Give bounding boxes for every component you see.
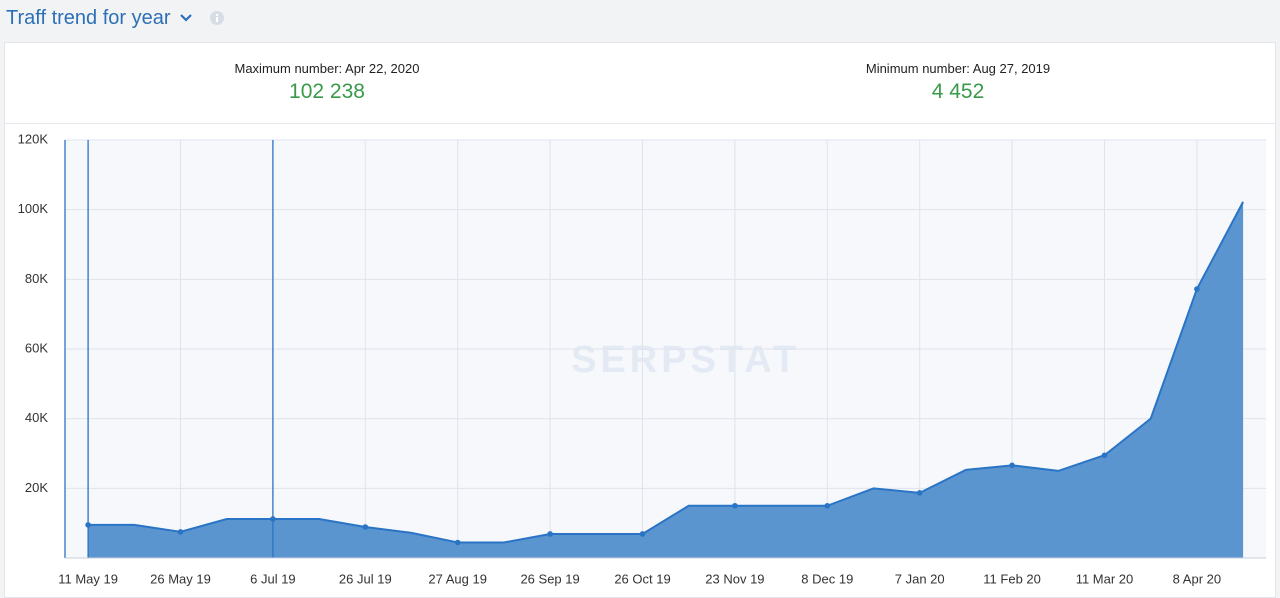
- x-tick-label: 6 Jul 19: [250, 571, 296, 586]
- x-tick-label: 11 Feb 20: [983, 571, 1041, 586]
- x-tick-label: 27 Aug 19: [428, 571, 487, 586]
- y-tick-label: 80K: [25, 271, 48, 286]
- point: [362, 524, 369, 530]
- y-tick-label: 120K: [18, 131, 49, 146]
- point: [547, 531, 553, 537]
- point: [916, 490, 923, 496]
- point: [177, 529, 184, 535]
- x-tick-label: 26 Sep 19: [520, 571, 579, 586]
- stat-label: Maximum number: Apr 22, 2020: [234, 61, 420, 76]
- x-tick-label: 8 Apr 20: [1173, 571, 1221, 586]
- x-tick-label: 7 Jan 20: [895, 571, 945, 586]
- stat-value: 4 452: [931, 80, 985, 103]
- x-tick-label: 11 Mar 20: [1076, 571, 1134, 586]
- chevron[interactable]: [179, 13, 193, 23]
- point: [732, 502, 738, 509]
- point: [639, 531, 646, 537]
- line: [88, 201, 1244, 544]
- point: [824, 502, 831, 509]
- y-tick-label: 60K: [25, 340, 48, 355]
- stat-label: Minimum number: Aug 27, 2019: [865, 61, 1051, 76]
- point: [454, 539, 461, 546]
- area: [88, 201, 1244, 558]
- y-tick-label: 20K: [25, 480, 48, 495]
- x-tick-label: 26 May 19: [150, 571, 211, 586]
- min-stat: Minimum number: Aug 27, 2019 4 452: [758, 61, 1158, 104]
- separator: [5, 123, 1275, 124]
- point: [1194, 286, 1200, 292]
- header: Traff trend for year: [6, 4, 225, 32]
- x-tick-label: 26 Oct 19: [614, 571, 670, 586]
- info-icon[interactable]: [209, 10, 225, 26]
- y-tick-label: 100K: [18, 201, 49, 216]
- x-tick-label: 8 Dec 19: [801, 571, 853, 586]
- watermark: SERPSTAT: [571, 339, 800, 381]
- stat-value: 102 238: [289, 80, 365, 103]
- title[interactable]: Traff trend for year: [6, 6, 171, 29]
- y-tick-label: 40K: [25, 410, 48, 425]
- point: [1101, 452, 1108, 459]
- x-tick-label: 23 Nov 19: [705, 571, 764, 586]
- x-tick-label: 26 Jul 19: [339, 571, 392, 586]
- max-stat: Maximum number: Apr 22, 2020 102 238: [127, 61, 527, 104]
- x-tick-label: 11 May 19: [58, 571, 118, 586]
- point: [1009, 462, 1015, 469]
